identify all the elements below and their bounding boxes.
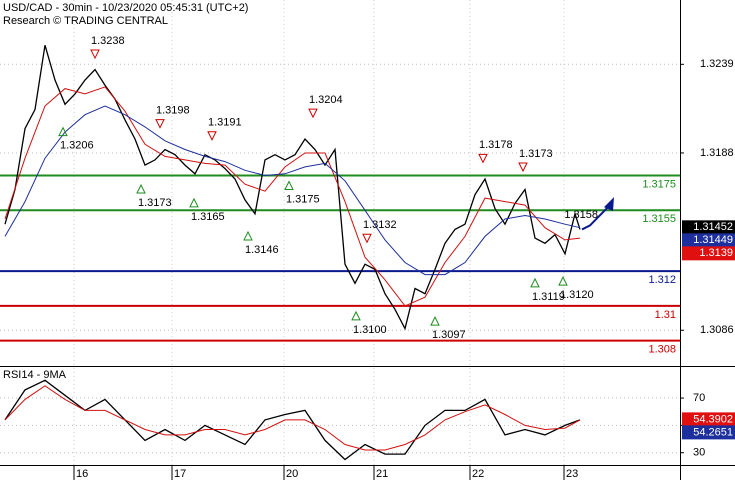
x-tick-label: 23 xyxy=(566,468,578,480)
low-marker xyxy=(58,126,68,137)
level-label: 1.308 xyxy=(648,344,676,356)
level-label: 1.3155 xyxy=(642,213,676,225)
high-label: 1.3204 xyxy=(309,94,343,106)
price-line xyxy=(4,385,581,451)
level-label: 1.3175 xyxy=(642,178,676,190)
high-marker xyxy=(90,49,100,60)
high-label: 1.3178 xyxy=(479,139,513,151)
price-line xyxy=(4,86,581,307)
y-tick-label: 30 xyxy=(693,447,705,459)
low-marker xyxy=(530,277,540,288)
x-tick-label: 20 xyxy=(286,468,298,480)
target-label: 1.3158 xyxy=(564,209,598,221)
y-tick-label: 1.3086 xyxy=(700,324,734,336)
low-marker xyxy=(284,180,294,191)
high-marker xyxy=(207,131,217,141)
high-label: 1.3191 xyxy=(208,117,242,129)
chart-subtitle: Research © TRADING CENTRAL xyxy=(3,15,168,27)
y-tick-label: 1.3239 xyxy=(700,58,734,70)
low-marker xyxy=(558,276,568,286)
rsi-title: RSI14 - 9MA xyxy=(3,369,67,381)
low-label: 1.3206 xyxy=(60,140,94,152)
high-label: 1.3173 xyxy=(519,148,553,160)
price-line xyxy=(4,105,581,276)
x-tick-label: 22 xyxy=(472,468,484,480)
low-label: 1.3100 xyxy=(353,324,387,336)
price-line xyxy=(4,379,581,461)
high-marker xyxy=(518,162,528,173)
low-marker xyxy=(351,310,361,321)
low-label: 1.3119 xyxy=(532,291,565,303)
low-marker xyxy=(430,316,440,326)
current-value-box xyxy=(682,412,735,427)
high-marker xyxy=(478,153,488,164)
low-marker xyxy=(189,197,199,208)
low-marker xyxy=(243,230,253,241)
high-label: 1.3238 xyxy=(91,35,125,47)
current-value-box xyxy=(682,246,735,261)
low-label: 1.3097 xyxy=(432,329,466,341)
x-tick-label: 21 xyxy=(376,468,388,480)
low-label: 1.3173 xyxy=(138,197,172,209)
level-label: 1.312 xyxy=(648,274,676,286)
level-label: 1.31 xyxy=(655,309,676,321)
price-line xyxy=(4,45,581,331)
high-marker xyxy=(362,233,372,244)
high-marker xyxy=(308,108,318,119)
current-value-box xyxy=(682,220,735,235)
current-value-box xyxy=(682,425,735,440)
y-tick-label: 1.3188 xyxy=(700,147,734,159)
y-tick-label: 70 xyxy=(693,392,705,404)
high-label: 1.3198 xyxy=(156,104,190,116)
current-value-label: 1.31449 xyxy=(693,234,733,246)
current-value-label: 54.3902 xyxy=(693,413,733,425)
x-tick-label: 16 xyxy=(76,468,88,480)
target-arrowhead xyxy=(604,197,614,212)
low-label: 1.3165 xyxy=(191,211,225,223)
low-marker xyxy=(136,183,146,194)
current-value-label: 1.31452 xyxy=(693,221,733,233)
high-label: 1.3132 xyxy=(363,219,397,231)
high-marker xyxy=(155,119,165,129)
target-arrow xyxy=(581,204,611,231)
low-label: 1.3146 xyxy=(245,244,279,256)
current-value-box xyxy=(682,233,735,248)
low-label: 1.3120 xyxy=(560,289,594,301)
low-label: 1.3175 xyxy=(286,193,320,205)
chart-title: USD/CAD - 30min - 10/23/2020 05:45:31 (U… xyxy=(3,2,248,14)
x-tick-label: 17 xyxy=(174,468,186,480)
current-value-label: 54.2651 xyxy=(693,426,733,438)
current-value-label: 1.3139 xyxy=(699,247,733,259)
